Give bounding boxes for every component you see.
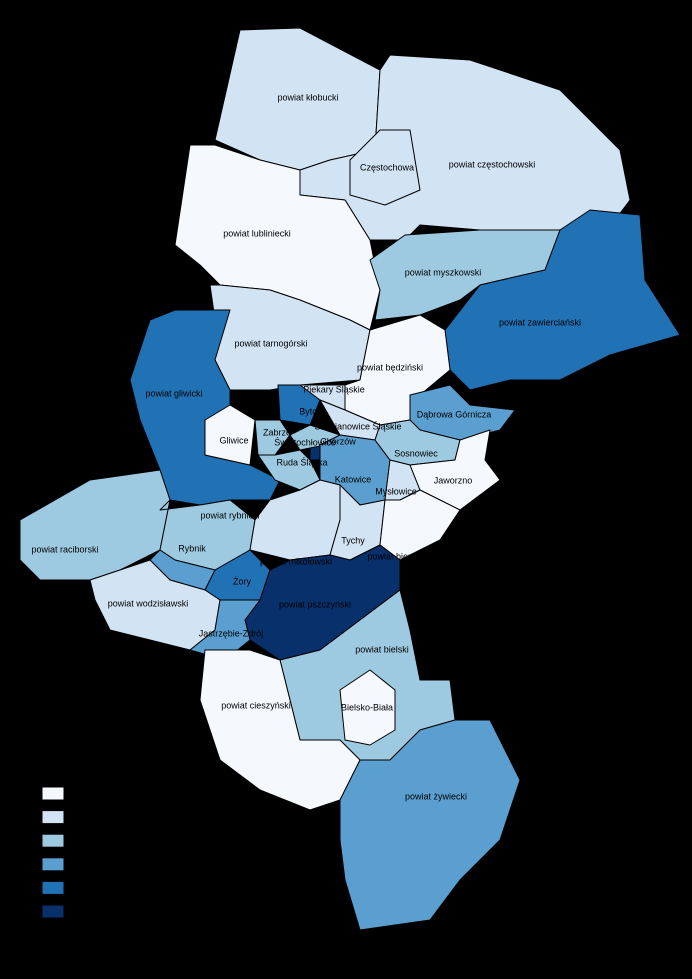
region-label: Żory [233, 576, 252, 586]
region-label: Katowice [335, 474, 372, 484]
region-shape [19, 469, 171, 581]
region-label: powiat żywiecki [405, 791, 467, 801]
region-shape [349, 129, 421, 206]
region-label: powiat rybnicki [200, 510, 259, 520]
region-shape [257, 449, 321, 491]
region-label: powiat bielski [355, 644, 409, 654]
region-label: Zabrze [263, 427, 291, 437]
region-label: Bytom [299, 406, 325, 416]
region-label: Gliwice [219, 435, 248, 445]
region-shape [339, 719, 521, 931]
region-label: Sosnowiec [394, 448, 438, 458]
legend-swatch [41, 833, 65, 848]
region-shape [277, 384, 321, 426]
region-shape [444, 209, 681, 391]
legend-swatch [41, 786, 65, 801]
region-label: powiat myszkowski [405, 267, 482, 277]
region-shape [409, 429, 501, 511]
legend-swatch [41, 880, 65, 895]
region-label: Siemianowice Śląskie [314, 420, 401, 431]
region-label: Tychy [341, 535, 365, 545]
region-label: powiat zawierciański [499, 317, 581, 327]
region-label: Ruda Śląska [276, 456, 327, 467]
region-label: powiat tarnogórski [234, 338, 307, 348]
region-label: Piekary Śląskie [303, 383, 365, 394]
region-label: Świętochłowice [274, 436, 336, 447]
region-label: Jastrzębie-Zdrój [199, 628, 264, 638]
region-shape [129, 309, 281, 506]
region-label: Rybnik [178, 543, 206, 553]
region-label: powiat raciborski [31, 544, 98, 554]
region-shape [189, 599, 261, 661]
region-label: powiat będziński [357, 362, 423, 372]
region-label: powiat kłobucki [277, 92, 338, 102]
legend-swatch [41, 810, 65, 825]
region-label: powiat wodzisławski [108, 598, 189, 608]
region-label: Chorzów [320, 436, 356, 446]
region-label: powiat pszczyński [279, 599, 351, 609]
region-label: Jaworzno [434, 475, 473, 485]
legend-swatch [41, 904, 65, 919]
region-label: powiat gliwicki [145, 388, 202, 398]
region-label: Częstochowa [360, 162, 414, 172]
region-label: powiat częstochowski [449, 159, 536, 169]
region-label: powiat cieszyński [221, 700, 291, 710]
region-label: Mysłowice [375, 486, 417, 496]
region-shape [254, 419, 291, 456]
region-label: powiat mikołowski [260, 556, 332, 566]
region-shape [204, 404, 256, 466]
region-label: Bielsko-Biała [341, 702, 393, 712]
region-label: Dąbrowa Górnicza [417, 409, 492, 419]
region-label: powiat lubliniecki [223, 228, 291, 238]
region-label: powiat bieruńsko-lędziński [367, 551, 472, 561]
region-shape [339, 669, 396, 746]
legend-swatch [41, 857, 65, 872]
